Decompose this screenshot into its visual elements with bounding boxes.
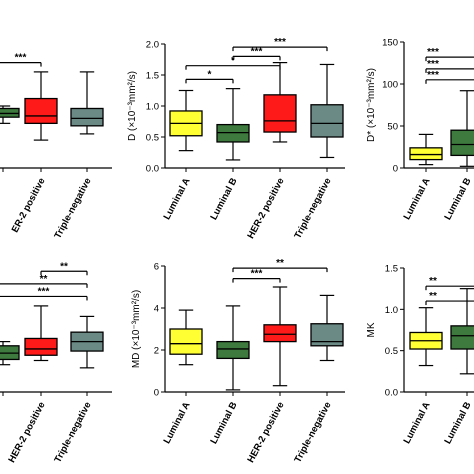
panel-bottom-middle-y-tick-label: 6 [154,262,159,273]
panel-bottom-right-y-tick-label: 1.5 [385,264,398,275]
panel-bottom-left-significance-label: ** [40,274,48,285]
panel-bottom-left-significance-label: ** [60,261,68,272]
panel-top-middle-category-label: Luminal B [208,176,239,222]
panel-top-right-y-tick-label: 100 [382,80,398,91]
panel-top-middle-significance-label: *** [251,46,263,57]
panel-top-middle-category-label: HER-2 positive [245,176,286,240]
panel-bottom-middle-box-triple-negative [310,323,344,347]
panel-bottom-right-box-luminal-b [450,325,474,350]
panel-bottom-middle-significance-label: *** [251,269,263,280]
panel-bottom-right-category-label: Luminal B [442,400,473,446]
panel-top-right-y-tick-label: 150 [382,38,398,49]
panel-bottom-middle-box-her-2-positive [263,324,297,343]
panel-bottom-right-y-tick-label: 0.0 [385,388,398,399]
panel-top-right-significance-label: *** [427,70,439,81]
panel-bottom-middle-category-label: Luminal A [162,400,193,446]
panel-bottom-right-y-tick-label: 1.0 [385,305,398,316]
panel-top-left-category-label: Triple-negative [52,176,93,240]
panel-top-middle-category-label: Luminal A [162,176,193,222]
panel-top-middle-y-tick-label: 1.0 [146,102,159,113]
panel-top-middle-y-tick-label: 0.5 [146,133,159,144]
panel-bottom-middle-significance-label: ** [276,258,284,269]
panel-bottom-left-significance-label: *** [38,286,50,297]
panel-bottom-middle-box-luminal-a [169,328,203,355]
panel-top-middle-y-axis-label: D (×10⁻³mm²/s) [127,71,138,141]
panel-bottom-left-category-label: HER-2 positive [6,400,47,464]
panel-top-middle-y-tick-label: 0.0 [146,164,159,175]
panel-top-middle-significance-label: *** [274,37,286,48]
panel-bottom-middle-category-label: HER-2 positive [245,400,286,464]
panel-top-right-box-luminal-a [409,147,443,161]
panel-top-middle-box-triple-negative [310,104,344,138]
panel-top-right-significance-label: *** [427,47,439,58]
panel-bottom-right-category-label: Luminal A [402,400,433,446]
panel-bottom-right-y-tick-label: 0.5 [385,346,398,357]
panel-top-left-box-her-2-positive [24,97,58,125]
panel-bottom-middle-category-label: Luminal B [208,400,239,446]
panel-bottom-left-category-label: Triple-negative [52,400,93,464]
panel-bottom-right-significance-label: ** [429,276,437,287]
panel-bottom-middle-box-luminal-b [216,340,250,360]
panel-bottom-right-y-axis-label: MK [366,322,377,337]
panel-bottom-middle-y-axis-label: MD (×10⁻³mm²/s) [131,290,142,368]
panel-top-middle-significance-label: * [208,69,212,80]
panel-top-right-y-tick-label: 50 [387,122,398,133]
panel-top-middle-significance-label: * [231,56,235,67]
panel-top-right-significance-label: *** [427,59,439,70]
panel-bottom-middle-y-tick-label: 0 [154,388,159,399]
panel-top-right-category-label: Luminal A [402,176,433,222]
panel-bottom-right-significance-label: ** [429,291,437,302]
panel-top-left-category-label: ER-2 positive [10,176,48,234]
panel-top-right-box-luminal-b [450,129,474,157]
panel-bottom-middle-y-tick-label: 2 [154,346,159,357]
panel-bottom-middle-category-label: Triple-negative [292,400,333,464]
panel-top-left-significance-label: *** [15,53,27,64]
panel-top-middle-y-tick-label: 1.5 [146,71,159,82]
panel-top-right-category-label: Luminal B [442,176,473,222]
panel-top-right-y-axis-label: D* (×10⁻³mm²/s) [366,68,377,142]
panel-top-right-y-tick-label: 0 [393,164,398,175]
panel-bottom-middle-y-tick-label: 4 [154,304,159,315]
panel-top-middle-y-tick-label: 2.0 [146,40,159,51]
panel-top-middle-box-her-2-positive [263,94,297,133]
panel-bottom-left-box-her-2-positive [24,337,58,356]
panel-top-left-box-triple-negative [70,107,104,127]
panel-top-middle-category-label: Triple-negative [292,176,333,240]
